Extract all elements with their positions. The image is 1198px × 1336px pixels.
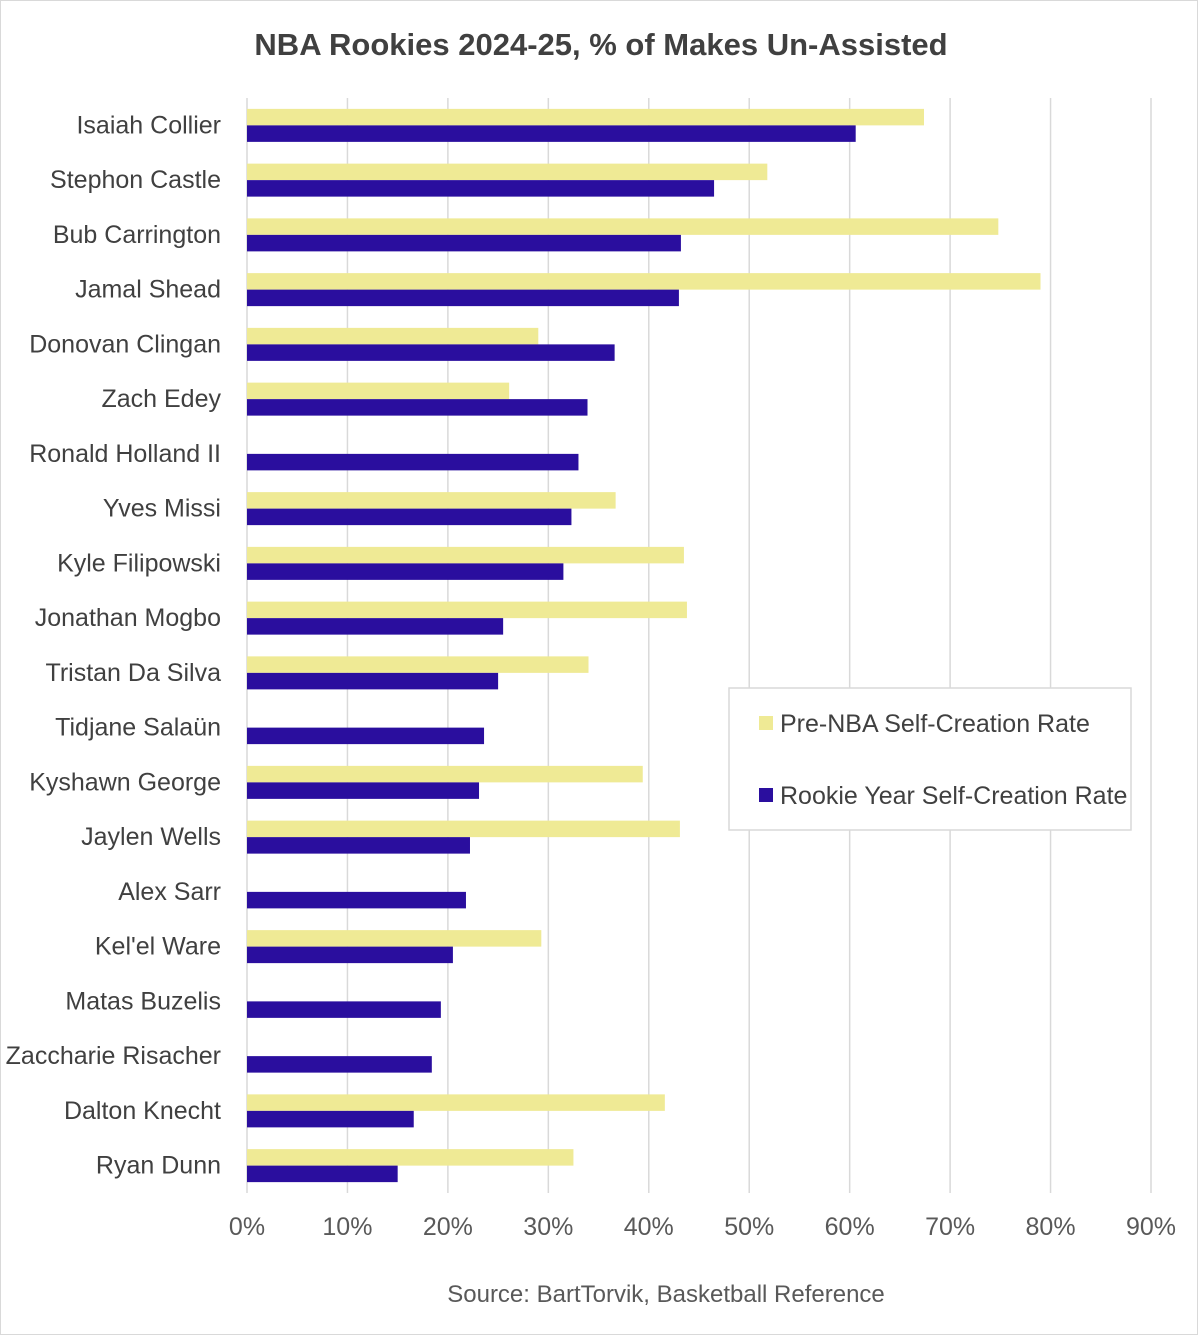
bar-pre-nba — [247, 820, 680, 838]
gridlines — [246, 98, 1152, 1193]
x-tick-label: 30% — [523, 1213, 573, 1241]
x-tick-labels: 0% 10% 20% 30% 40% 50% 60% 70% 80% 90% — [229, 1213, 1176, 1241]
bar-rookie-year — [247, 618, 504, 635]
x-tick-label: 20% — [423, 1213, 473, 1241]
bar-pre-nba — [247, 218, 999, 235]
x-tick-label: 50% — [724, 1213, 774, 1241]
category-label: Donovan Clingan — [29, 330, 221, 358]
bar-pre-nba — [247, 327, 539, 345]
category-label: Jamal Shead — [75, 276, 221, 304]
chart-title: NBA Rookies 2024-25, % of Makes Un-Assis… — [254, 27, 947, 62]
x-tick-label: 40% — [624, 1213, 674, 1241]
bar-pre-nba — [247, 930, 542, 947]
category-label: Ryan Dunn — [96, 1152, 221, 1180]
category-label: Kyshawn George — [29, 768, 221, 796]
x-tick-label: 10% — [322, 1213, 372, 1241]
bar-pre-nba — [247, 1149, 574, 1166]
bar-pre-nba — [247, 656, 589, 673]
category-label: Bub Carrington — [53, 221, 221, 249]
category-label: Kel'el Ware — [95, 933, 221, 961]
bar-pre-nba — [247, 1094, 665, 1111]
bar-rookie-year — [247, 672, 499, 690]
bar-rookie-year — [247, 125, 856, 142]
bar-rookie-year — [247, 1001, 441, 1018]
category-label: Zach Edey — [101, 385, 221, 413]
category-label: Isaiah Collier — [76, 111, 221, 139]
category-label: Dalton Knecht — [64, 1097, 221, 1125]
bar-rookie-year — [247, 453, 579, 471]
bar-pre-nba — [247, 108, 924, 126]
category-label: Stephon Castle — [50, 166, 221, 194]
bar-rookie-year — [247, 234, 681, 252]
category-label: Tristan Da Silva — [45, 659, 221, 687]
bar-rookie-year — [247, 344, 615, 361]
bar-rookie-year — [247, 1165, 398, 1183]
legend-swatch — [759, 716, 773, 730]
bar-rookie-year — [247, 508, 572, 526]
category-label: Alex Sarr — [118, 878, 221, 906]
x-tick-label: 80% — [1026, 1213, 1076, 1241]
bar-rookie-year — [247, 399, 588, 416]
bar-rookie-year — [247, 289, 679, 307]
x-tick-label: 60% — [825, 1213, 875, 1241]
category-label: Matas Buzelis — [65, 987, 221, 1015]
bar-rookie-year — [247, 946, 453, 964]
x-tick-label: 70% — [925, 1213, 975, 1241]
x-tick-label: 0% — [229, 1213, 265, 1241]
bars — [247, 108, 1041, 1183]
bar-rookie-year — [247, 1056, 432, 1073]
legend-swatch — [759, 788, 773, 802]
bar-pre-nba — [247, 382, 510, 400]
legend: Pre-NBA Self-Creation Rate Rookie Year Se… — [728, 687, 1132, 831]
bar-pre-nba — [247, 601, 687, 619]
bar-rookie-year — [247, 727, 485, 745]
category-label: Ronald Holland II — [29, 440, 221, 468]
bar-rookie-year — [247, 782, 480, 799]
bar-pre-nba — [247, 492, 616, 509]
bar-rookie-year — [247, 891, 466, 909]
bar-rookie-year — [247, 180, 715, 197]
bar-pre-nba — [247, 765, 643, 783]
legend-box — [728, 687, 1132, 831]
category-label: Yves Missi — [103, 495, 221, 523]
category-label: Tidjane Salaün — [55, 714, 221, 742]
legend-label: Rookie Year Self-Creation Rate — [780, 782, 1127, 810]
bar-pre-nba — [247, 273, 1041, 290]
legend-label: Pre-NBA Self-Creation Rate — [780, 710, 1090, 738]
category-label: Jonathan Mogbo — [35, 604, 221, 632]
category-label: Kyle Filipowski — [57, 549, 221, 577]
bar-rookie-year — [247, 837, 470, 854]
category-label: Zaccharie Risacher — [6, 1042, 221, 1070]
bar-pre-nba — [247, 546, 684, 564]
bar-rookie-year — [247, 1110, 414, 1128]
source-note: Source: BartTorvik, Basketball Reference — [447, 1281, 885, 1308]
category-labels: Isaiah Collier Stephon Castle Bub Carringt… — [6, 111, 222, 1179]
category-label: Jaylen Wells — [81, 823, 221, 851]
bar-rookie-year — [247, 563, 564, 580]
bar-pre-nba — [247, 163, 768, 181]
x-tick-label: 90% — [1126, 1213, 1176, 1241]
